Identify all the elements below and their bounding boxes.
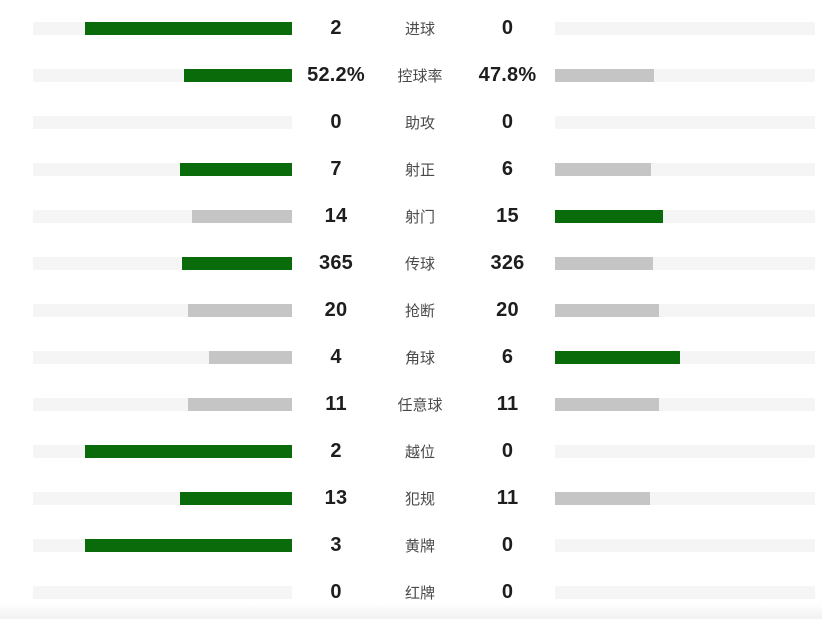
home-bar-track: [33, 398, 292, 411]
away-bar-track: [555, 163, 815, 176]
home-bar-fill: [182, 257, 292, 270]
away-value: 47.8%: [478, 64, 537, 86]
away-value: 326: [490, 252, 525, 274]
away-value: 6: [501, 158, 514, 180]
home-value: 13: [324, 487, 348, 509]
home-bar-track: [33, 492, 292, 505]
stat-label: 角球: [404, 350, 435, 367]
stat-row: 4 角球 6: [0, 334, 822, 381]
stat-label: 传球: [404, 256, 435, 273]
stat-label: 进球: [404, 21, 435, 38]
stat-row: 365 传球 326: [0, 240, 822, 287]
stat-row: 0 红牌 0: [0, 569, 822, 616]
home-value: 2: [330, 440, 342, 462]
home-bar-track: [33, 586, 292, 599]
stat-row: 20 抢断 20: [0, 287, 822, 334]
away-bar-track: [555, 539, 815, 552]
home-bar-track: [33, 69, 292, 82]
away-bar-fill: [555, 351, 680, 364]
away-bar-fill: [555, 210, 663, 223]
stat-row: 3 黄牌 0: [0, 522, 822, 569]
away-value: 11: [496, 393, 519, 415]
home-bar-fill: [84, 22, 292, 35]
away-bar-track: [555, 69, 815, 82]
stat-label: 越位: [404, 444, 435, 461]
home-bar-track: [33, 22, 292, 35]
away-value: 0: [501, 17, 514, 39]
away-bar-fill: [555, 398, 659, 411]
stat-label: 控球率: [397, 68, 443, 85]
stat-row: 13 犯规 11: [0, 475, 822, 522]
home-value: 365: [319, 252, 353, 274]
stat-label: 红牌: [404, 585, 435, 602]
away-bar-fill: [555, 163, 651, 176]
away-bar-track: [555, 351, 815, 364]
stat-label: 射正: [404, 162, 435, 179]
away-bar-track: [555, 22, 815, 35]
away-bar-track: [555, 304, 815, 317]
home-value: 0: [330, 581, 342, 603]
stat-row: 11 任意球 11: [0, 381, 822, 428]
home-value: 3: [330, 534, 342, 556]
away-bar-fill: [555, 257, 654, 270]
home-bar-fill: [84, 445, 292, 458]
home-bar-track: [33, 304, 292, 317]
away-value: 0: [501, 111, 514, 133]
away-value: 0: [501, 534, 514, 556]
home-bar-track: [33, 163, 292, 176]
away-value: 15: [496, 205, 519, 227]
stat-row: 14 射门 15: [0, 193, 822, 240]
away-bar-fill: [555, 492, 651, 505]
stat-row: 2 越位 0: [0, 428, 822, 475]
home-bar-fill: [209, 351, 292, 364]
away-bar-track: [555, 257, 815, 270]
stat-row: 7 射正 6: [0, 146, 822, 193]
away-value: 0: [501, 581, 514, 603]
away-bar-track: [555, 586, 815, 599]
away-bar-track: [555, 398, 815, 411]
stat-label: 犯规: [404, 491, 435, 508]
home-value: 0: [330, 111, 342, 133]
home-bar-fill: [180, 163, 292, 176]
home-value: 2: [330, 17, 342, 39]
stat-label: 抢断: [404, 303, 435, 320]
home-bar-fill: [179, 492, 292, 505]
away-value: 20: [496, 299, 519, 321]
stat-row: 52.2% 控球率 47.8%: [0, 52, 822, 99]
home-bar-fill: [188, 304, 292, 317]
home-bar-fill: [84, 539, 292, 552]
away-bar-track: [555, 445, 815, 458]
away-bar-track: [555, 116, 815, 129]
stat-label: 任意球: [397, 397, 443, 414]
away-value: 0: [501, 440, 514, 462]
home-bar-fill: [192, 210, 292, 223]
away-bar-track: [555, 210, 815, 223]
away-value: 11: [496, 487, 519, 509]
home-bar-track: [33, 116, 292, 129]
home-value: 7: [330, 158, 342, 180]
away-bar-fill: [555, 304, 659, 317]
stat-label: 黄牌: [404, 538, 435, 555]
home-bar-track: [33, 210, 292, 223]
home-bar-track: [33, 539, 292, 552]
home-value: 11: [325, 393, 347, 415]
home-value: 52.2%: [307, 64, 365, 86]
home-value: 20: [324, 299, 348, 321]
stat-row: 0 助攻 0: [0, 99, 822, 146]
away-value: 6: [501, 346, 514, 368]
stat-row: 2 进球 0: [0, 5, 822, 52]
away-bar-fill: [555, 69, 655, 82]
home-bar-fill: [183, 69, 292, 82]
stat-label: 射门: [404, 209, 435, 226]
home-value: 14: [324, 205, 348, 227]
home-value: 4: [330, 346, 342, 368]
home-bar-fill: [188, 398, 292, 411]
home-bar-track: [33, 445, 292, 458]
home-bar-track: [33, 351, 292, 364]
stat-label: 助攻: [404, 115, 435, 132]
away-bar-track: [555, 492, 815, 505]
home-bar-track: [33, 257, 292, 270]
